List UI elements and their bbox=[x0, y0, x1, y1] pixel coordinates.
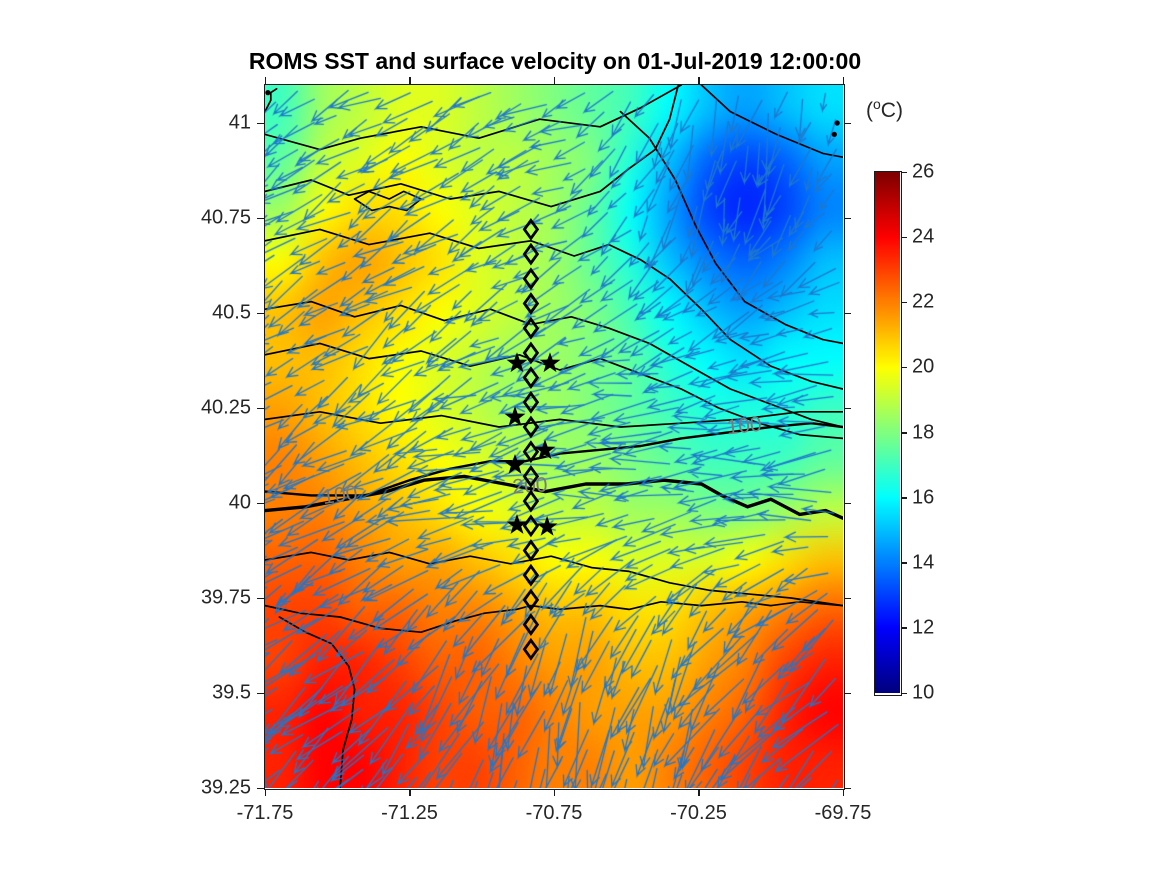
colorbar-tick-label: 22 bbox=[912, 290, 935, 313]
y-tick-mark-right bbox=[844, 787, 851, 789]
transect-diamond-marker bbox=[522, 267, 540, 291]
x-tick-mark-bottom bbox=[264, 789, 266, 796]
contour-label-100: 100 bbox=[321, 481, 359, 509]
y-tick-mark-right bbox=[844, 597, 851, 599]
transect-diamond-marker bbox=[522, 539, 540, 562]
colorbar-tick-label: 14 bbox=[912, 551, 935, 574]
y-tick-mark-left bbox=[257, 217, 264, 219]
y-tick-mark-right bbox=[844, 502, 851, 504]
x-tick-mark-top bbox=[842, 77, 844, 84]
colorbar-tick-mark bbox=[901, 366, 907, 369]
transect-diamond-marker bbox=[522, 440, 540, 464]
y-tick-mark-right bbox=[844, 217, 851, 219]
colorbar-tick-label: 16 bbox=[912, 486, 935, 509]
x-tick-label: -69.75 bbox=[814, 802, 872, 824]
colorbar-tick-mark bbox=[901, 301, 907, 304]
map-spot bbox=[834, 120, 840, 126]
y-tick-mark-right bbox=[844, 122, 851, 124]
y-tick-label: 39.25 bbox=[200, 776, 251, 799]
y-tick-label: 41 bbox=[228, 111, 251, 134]
y-tick-mark-left bbox=[257, 312, 264, 314]
x-tick-label: -71.75 bbox=[236, 802, 294, 824]
plot-title: ROMS SST and surface velocity on 01-Jul-… bbox=[248, 48, 862, 74]
y-tick-label: 40.5 bbox=[212, 301, 251, 324]
colorbar-unit-label: (oC) bbox=[866, 96, 903, 122]
x-tick-mark-top bbox=[698, 77, 700, 84]
colorbar-tick-mark bbox=[901, 692, 907, 694]
colorbar bbox=[875, 172, 900, 693]
colorbar-tick-label: 18 bbox=[912, 421, 935, 443]
y-tick-mark-left bbox=[257, 122, 264, 124]
transect-diamond-marker bbox=[522, 366, 540, 389]
colorbar-tick-mark bbox=[901, 562, 907, 564]
station-star-marker bbox=[506, 514, 528, 534]
y-tick-label: 40.25 bbox=[200, 396, 251, 419]
colorbar-tick-mark bbox=[901, 497, 907, 499]
transect-diamond-marker bbox=[522, 415, 540, 439]
y-tick-label: 40.75 bbox=[200, 206, 251, 229]
colorbar-tick-label: 24 bbox=[912, 225, 935, 248]
transect-diamond-marker bbox=[522, 563, 540, 587]
station-star-marker bbox=[536, 515, 558, 536]
station-star-marker bbox=[504, 406, 526, 426]
y-tick-mark-left bbox=[257, 502, 264, 504]
y-tick-mark-left bbox=[257, 787, 264, 789]
x-tick-mark-bottom bbox=[553, 789, 555, 796]
station-star-marker bbox=[539, 352, 561, 373]
transect-diamond-marker bbox=[522, 292, 540, 315]
x-tick-mark-top bbox=[409, 77, 411, 84]
x-tick-mark-bottom bbox=[409, 789, 411, 796]
y-tick-label: 40 bbox=[228, 491, 251, 514]
transect-diamond-marker bbox=[522, 242, 540, 266]
x-tick-mark-bottom bbox=[842, 789, 844, 796]
y-tick-mark-left bbox=[257, 597, 264, 599]
colorbar-tick-label: 12 bbox=[912, 616, 935, 639]
colorbar-tick-label: 26 bbox=[912, 160, 935, 183]
velocity-quiver-canvas bbox=[265, 85, 843, 788]
transect-diamond-marker bbox=[522, 465, 540, 488]
y-tick-mark-left bbox=[257, 692, 264, 694]
x-tick-mark-bottom bbox=[698, 789, 700, 796]
transect-diamond-marker bbox=[522, 613, 540, 636]
station-star-marker bbox=[506, 352, 528, 373]
x-tick-mark-top bbox=[264, 77, 266, 84]
colorbar-tick-mark bbox=[901, 236, 907, 239]
station-star-marker bbox=[504, 454, 526, 474]
transect-diamond-marker bbox=[522, 316, 540, 340]
y-tick-mark-right bbox=[844, 312, 851, 314]
station-star-marker bbox=[534, 439, 556, 460]
y-tick-label: 39.75 bbox=[200, 586, 251, 609]
colorbar-tick-mark bbox=[901, 171, 907, 173]
y-tick-mark-right bbox=[844, 692, 851, 694]
colorbar-tick-mark bbox=[901, 432, 907, 434]
transect-diamond-marker bbox=[522, 390, 540, 414]
transect-diamond-marker bbox=[522, 341, 540, 365]
transect-diamond-marker bbox=[522, 588, 540, 612]
transect-diamond-marker bbox=[522, 489, 540, 513]
map-spot bbox=[831, 131, 837, 137]
colorbar-tick-label: 20 bbox=[912, 355, 935, 378]
contour-label-100: 100 bbox=[725, 413, 762, 440]
x-tick-mark-top bbox=[553, 77, 555, 84]
map-plot-area: 100 200 100 bbox=[265, 85, 843, 788]
transect-diamond-marker bbox=[522, 218, 540, 241]
colorbar-tick-label: 10 bbox=[912, 681, 935, 704]
x-tick-label: -70.25 bbox=[670, 802, 727, 824]
transect-diamond-marker bbox=[522, 637, 540, 661]
colorbar-border bbox=[874, 171, 902, 696]
transect-diamond-marker bbox=[522, 514, 540, 538]
map-spot bbox=[265, 90, 271, 96]
x-tick-label: -70.75 bbox=[525, 802, 583, 824]
y-tick-label: 39.5 bbox=[212, 681, 251, 704]
x-tick-label: -71.25 bbox=[381, 802, 438, 824]
colorbar-tick-mark bbox=[901, 627, 907, 629]
y-tick-mark-right bbox=[844, 407, 851, 409]
y-tick-mark-left bbox=[257, 407, 264, 409]
